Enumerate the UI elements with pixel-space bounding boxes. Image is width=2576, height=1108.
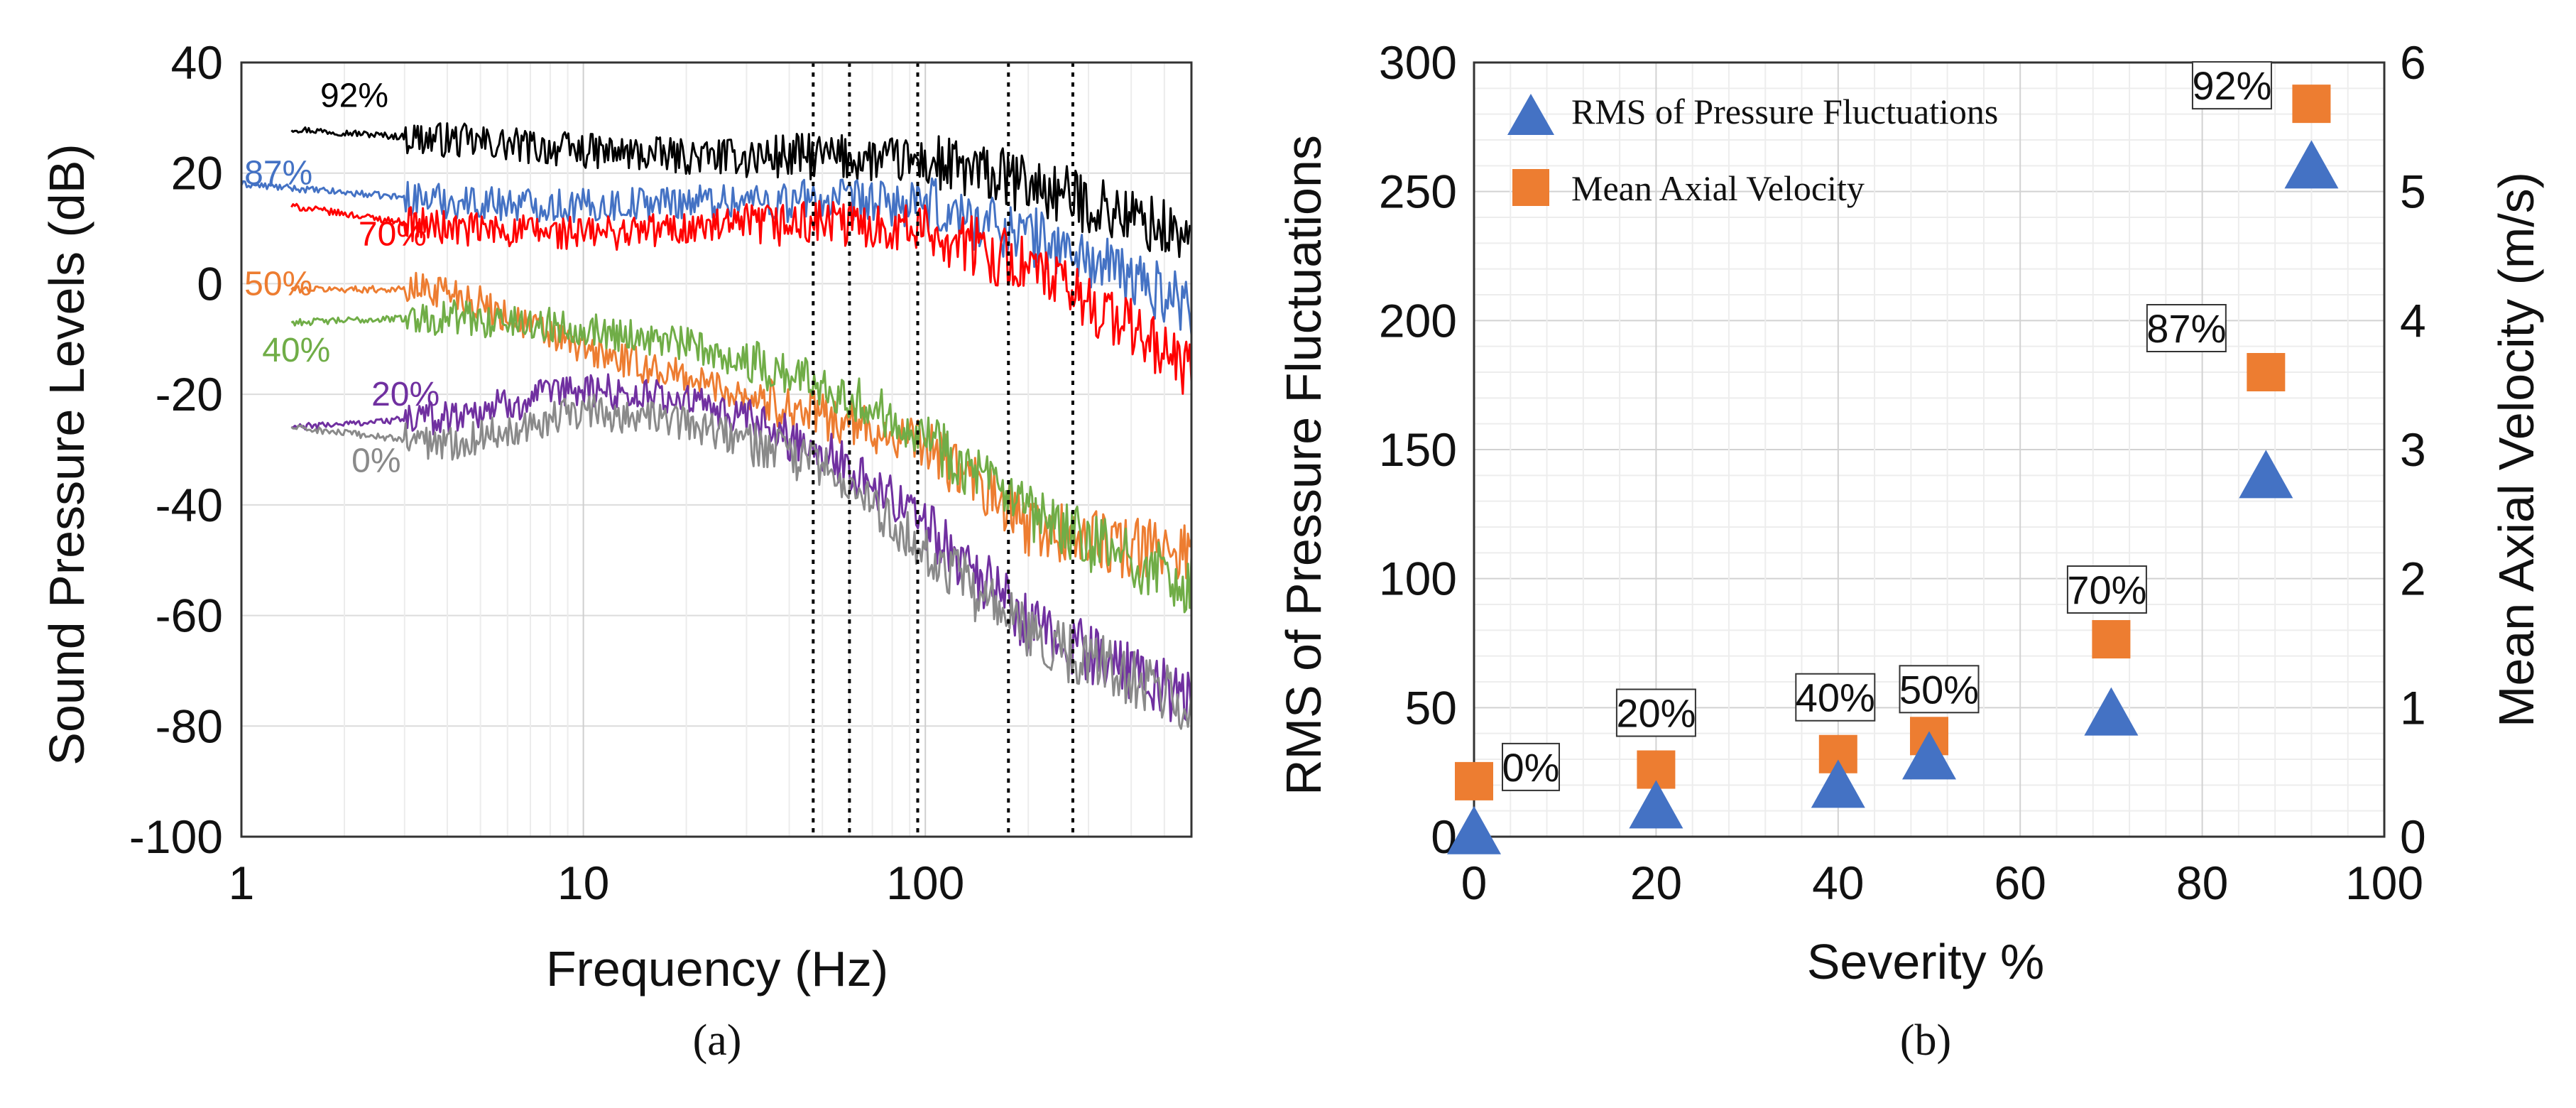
severity-tick-label: 100 xyxy=(2345,857,2423,909)
spectrum-series-lines xyxy=(240,122,1193,730)
series-label: 20% xyxy=(371,376,440,413)
legend-triangle-marker xyxy=(1507,94,1554,135)
legend: RMS of Pressure Fluctuations Mean Axial … xyxy=(1507,92,1998,208)
severity-tick-label: 80 xyxy=(2176,857,2228,909)
rms-tick-label: 150 xyxy=(1379,423,1457,476)
spectrum-line-40pct xyxy=(290,299,1193,614)
rms-triangle-marker xyxy=(2284,140,2339,189)
velocity-tick-label: 6 xyxy=(2400,36,2426,89)
y-tick-label: 0 xyxy=(197,257,223,310)
spectrum-line-20pct xyxy=(291,373,1193,722)
rms-tick-label: 250 xyxy=(1379,165,1457,218)
point-label-box xyxy=(1502,742,1560,791)
series-label: 0% xyxy=(351,442,400,480)
spectrum-line-92pct xyxy=(290,122,1193,259)
rms-triangle-marker xyxy=(2084,687,2139,736)
velocity-y-axis-label: Mean Axial Velocity (m/s) xyxy=(2489,172,2544,727)
legend-velocity-label: Mean Axial Velocity xyxy=(1571,168,1865,208)
velocity-square-marker xyxy=(1455,761,1493,800)
rms-triangle-marker xyxy=(1811,759,1865,808)
severity-tick-label: 40 xyxy=(1812,857,1864,909)
rms-triangle-marker xyxy=(2239,450,2293,499)
y-tick-label: -60 xyxy=(155,590,223,642)
velocity-square-marker xyxy=(2292,85,2331,124)
y-tick-label: 40 xyxy=(171,36,223,89)
rms-y-axis-label: RMS of Pressure Fluctuations xyxy=(1276,135,1331,795)
point-label: 92% xyxy=(2192,63,2271,108)
caption-b: (b) xyxy=(1900,1016,1951,1065)
velocity-tick-label: 2 xyxy=(2400,553,2426,605)
point-label: 70% xyxy=(2067,567,2146,612)
spectrum-x-axis-label: Frequency (Hz) xyxy=(546,941,888,996)
spectrum-x-tick-labels: 1 10 100 xyxy=(229,857,965,909)
series-label: 50% xyxy=(244,265,312,303)
point-label-box xyxy=(1795,673,1876,722)
severity-plot-frame xyxy=(1473,61,2386,838)
x-tick-label: 10 xyxy=(557,857,609,909)
severity-x-axis-label: Severity % xyxy=(1807,934,2045,989)
spectrum-series-labels: 92% 87% 70% 50% 40% 20% 0% xyxy=(244,77,440,480)
rms-triangle-marker xyxy=(1902,731,1956,780)
rms-triangle-marker xyxy=(1447,805,1501,854)
y-tick-label: -100 xyxy=(129,810,223,863)
point-label-box xyxy=(2066,565,2147,614)
series-label: 92% xyxy=(320,77,388,115)
velocity-square-marker xyxy=(2092,620,2131,659)
series-label: 87% xyxy=(244,155,312,192)
spectrum-y-axis-label: Sound Pressure Levels (dB) xyxy=(39,143,94,765)
rms-tick-label: 0 xyxy=(1431,810,1457,863)
velocity-square-marker xyxy=(2247,353,2286,391)
series-label: 40% xyxy=(262,332,330,369)
spectrum-panel: 40 20 0 -20 -40 -60 -80 -100 1 10 100 92% 87% 70% 50… xyxy=(39,36,1193,1065)
point-label: 20% xyxy=(1616,691,1696,736)
severity-data-points xyxy=(1447,85,2339,854)
severity-x-tick-labels: 0 20 40 60 80 100 xyxy=(1461,857,2423,909)
spectrum-y-tick-labels: 40 20 0 -20 -40 -60 -80 -100 xyxy=(129,36,223,863)
velocity-tick-label: 0 xyxy=(2400,810,2426,863)
series-label: 70% xyxy=(359,215,427,253)
rms-y-tick-labels: 300 250 200 150 100 50 0 xyxy=(1379,36,1457,863)
rms-tick-label: 100 xyxy=(1379,553,1457,605)
point-label-box xyxy=(1899,665,1980,714)
spectrum-line-0pct xyxy=(290,393,1193,730)
y-tick-label: 20 xyxy=(171,147,223,200)
velocity-tick-label: 1 xyxy=(2400,681,2426,734)
spectrum-plot-frame xyxy=(240,61,1193,838)
legend-rms-label: RMS of Pressure Fluctuations xyxy=(1571,92,1998,131)
spectrum-line-50pct xyxy=(290,271,1193,580)
severity-tick-label: 20 xyxy=(1630,857,1682,909)
point-label: 87% xyxy=(2146,306,2226,351)
y-tick-label: -80 xyxy=(155,700,223,752)
severity-point-labels: 0% 20% 40% 50% 70% 87% 92% xyxy=(1502,61,2272,791)
severity-tick-label: 60 xyxy=(1994,857,2046,909)
rms-tick-label: 300 xyxy=(1379,36,1457,89)
point-label-box xyxy=(2191,61,2272,110)
point-label: 0% xyxy=(1502,745,1560,790)
rms-triangle-marker xyxy=(1629,780,1683,829)
velocity-tick-label: 4 xyxy=(2400,294,2426,347)
velocity-tick-label: 3 xyxy=(2400,423,2426,476)
point-label-box xyxy=(1615,688,1696,737)
y-tick-label: -20 xyxy=(155,368,223,420)
legend-square-marker xyxy=(1512,169,1549,206)
rms-tick-label: 50 xyxy=(1405,681,1457,734)
point-label: 40% xyxy=(1796,675,1875,720)
severity-gridlines xyxy=(1474,63,2384,837)
velocity-y-tick-labels: 6 5 4 3 2 1 0 xyxy=(2400,36,2426,863)
rms-tick-label: 200 xyxy=(1379,294,1457,347)
point-label-box xyxy=(2146,304,2227,352)
caption-a: (a) xyxy=(693,1016,742,1065)
y-tick-label: -40 xyxy=(155,479,223,531)
spectrum-line-70pct xyxy=(290,200,1193,395)
x-tick-label: 100 xyxy=(886,857,964,909)
severity-tick-label: 0 xyxy=(1461,857,1488,909)
velocity-tick-label: 5 xyxy=(2400,165,2426,218)
x-tick-label: 1 xyxy=(229,857,255,909)
point-label: 50% xyxy=(1899,667,1979,712)
